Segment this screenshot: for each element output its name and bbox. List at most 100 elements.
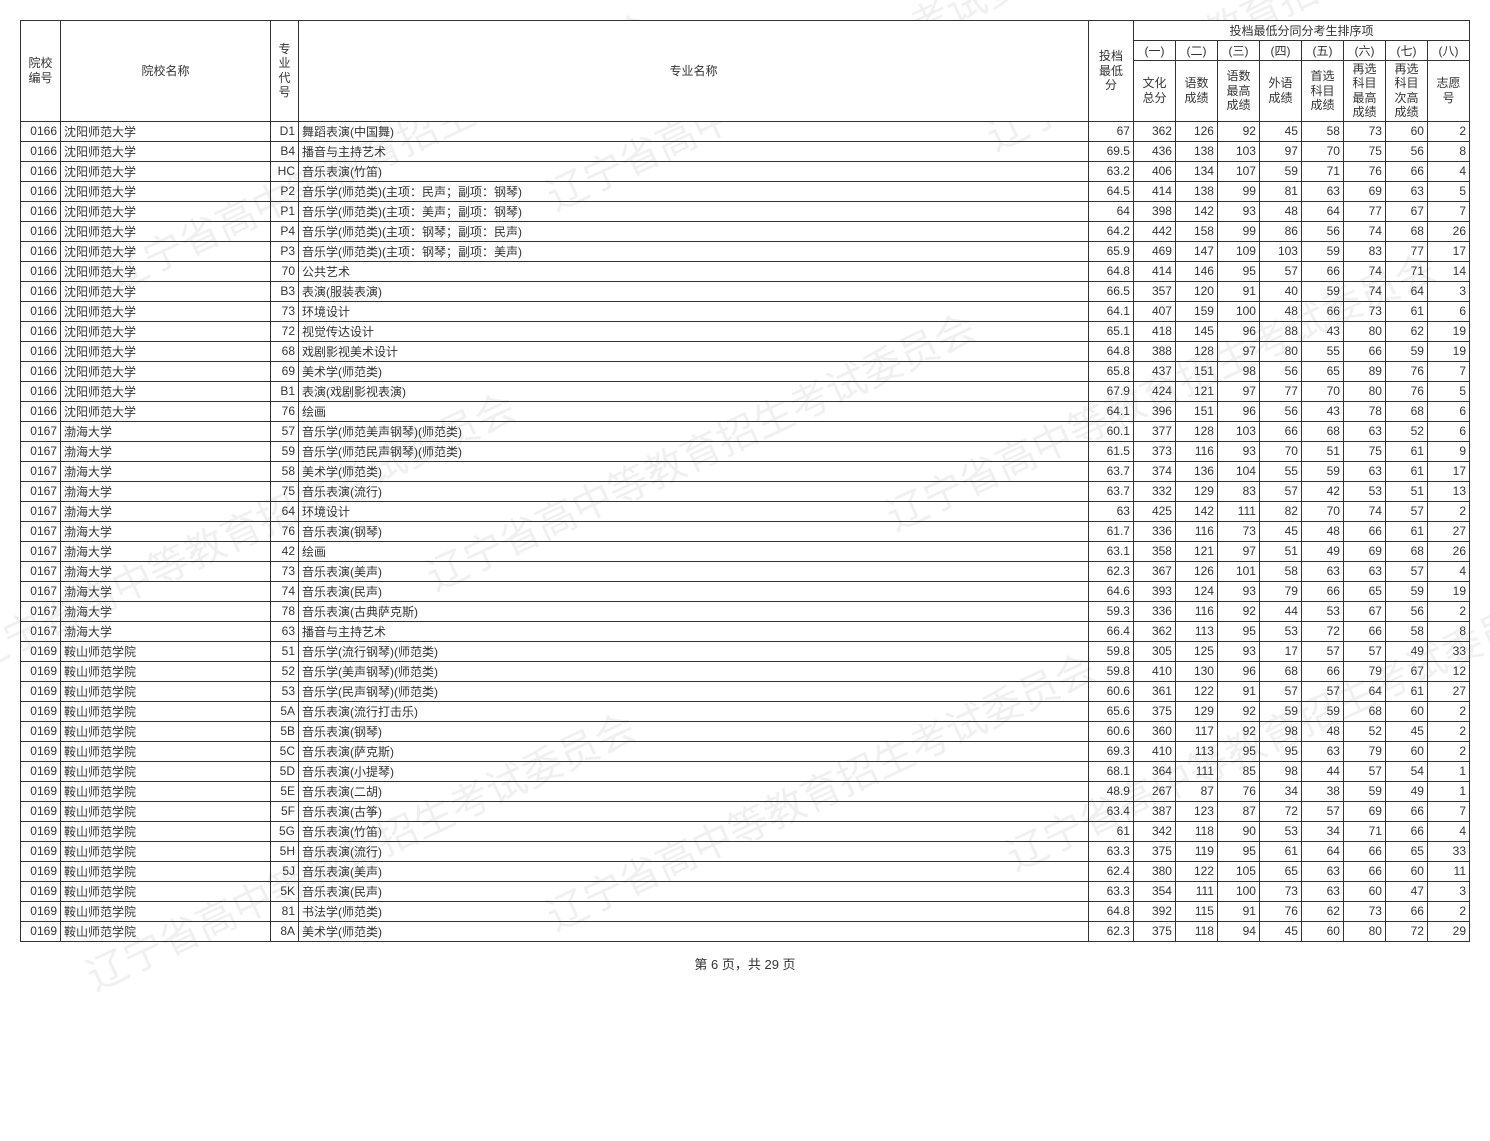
table-cell: 14	[1427, 261, 1469, 281]
table-cell: 0169	[21, 681, 61, 701]
table-cell: 88	[1259, 321, 1301, 341]
table-cell: 5C	[271, 741, 299, 761]
table-cell: 66	[1385, 801, 1427, 821]
table-cell: 51	[271, 641, 299, 661]
table-cell: 62.4	[1088, 861, 1133, 881]
table-cell: 111	[1175, 881, 1217, 901]
table-cell: 音乐表演(流行)	[299, 841, 1089, 861]
table-cell: 377	[1133, 421, 1175, 441]
table-row: 0169鞍山师范学院5B音乐表演(钢琴)60.63601179298485245…	[21, 721, 1470, 741]
table-cell: 0169	[21, 881, 61, 901]
table-cell: 0169	[21, 901, 61, 921]
page-container: 院校编号 院校名称 专业代号 专业名称 投档最低分 投档最低分同分考生排序项 (…	[20, 20, 1470, 973]
table-cell: 76	[271, 401, 299, 421]
table-cell: 音乐表演(二胡)	[299, 781, 1089, 801]
table-cell: 音乐学(美声钢琴)(师范类)	[299, 661, 1089, 681]
header-s2: 语数成绩	[1175, 61, 1217, 122]
table-cell: 渤海大学	[61, 501, 271, 521]
table-cell: 142	[1175, 501, 1217, 521]
table-cell: 96	[1217, 321, 1259, 341]
table-cell: 81	[271, 901, 299, 921]
table-cell: 音乐学(流行钢琴)(师范类)	[299, 641, 1089, 661]
table-cell: 58	[1259, 561, 1301, 581]
table-cell: 26	[1427, 221, 1469, 241]
table-cell: 66	[1385, 161, 1427, 181]
table-cell: P1	[271, 201, 299, 221]
table-cell: 63.3	[1088, 881, 1133, 901]
table-cell: 63.3	[1088, 841, 1133, 861]
table-cell: 66	[1343, 841, 1385, 861]
table-cell: 66	[1385, 901, 1427, 921]
table-cell: 76	[271, 521, 299, 541]
table-row: 0169鞍山师范学院5D音乐表演(小提琴)68.1364111859844575…	[21, 761, 1470, 781]
table-cell: 70	[1301, 381, 1343, 401]
table-cell: 126	[1175, 121, 1217, 141]
table-cell: 60.6	[1088, 721, 1133, 741]
table-cell: 音乐表演(钢琴)	[299, 521, 1089, 541]
table-cell: 59	[271, 441, 299, 461]
table-cell: 74	[271, 581, 299, 601]
table-cell: 鞍山师范学院	[61, 821, 271, 841]
table-cell: 渤海大学	[61, 581, 271, 601]
table-cell: 95	[1217, 621, 1259, 641]
table-cell: 4	[1427, 821, 1469, 841]
table-cell: 63.1	[1088, 541, 1133, 561]
table-cell: 99	[1217, 181, 1259, 201]
table-cell: 57	[1259, 681, 1301, 701]
table-cell: 19	[1427, 321, 1469, 341]
table-row: 0166沈阳师范大学73环境设计64.1407159100486673616	[21, 301, 1470, 321]
table-cell: 26	[1427, 541, 1469, 561]
table-row: 0167渤海大学59音乐学(师范民声钢琴)(师范类)61.53731169370…	[21, 441, 1470, 461]
table-cell: 116	[1175, 441, 1217, 461]
table-cell: 97	[1217, 541, 1259, 561]
table-cell: 0166	[21, 161, 61, 181]
table-cell: 0169	[21, 721, 61, 741]
table-cell: 53	[1301, 601, 1343, 621]
table-cell: 374	[1133, 461, 1175, 481]
table-cell: 96	[1217, 661, 1259, 681]
table-cell: 1	[1427, 761, 1469, 781]
header-major-code: 专业代号	[271, 21, 299, 122]
table-cell: 0166	[21, 121, 61, 141]
table-cell: 42	[1301, 481, 1343, 501]
table-cell: 67	[1385, 201, 1427, 221]
table-cell: 129	[1175, 481, 1217, 501]
table-cell: 63.7	[1088, 461, 1133, 481]
table-cell: 59	[1343, 781, 1385, 801]
table-cell: 45	[1385, 721, 1427, 741]
table-row: 0166沈阳师范大学P3音乐学(师范类)(主项：钢琴；副项：美声)65.9469…	[21, 241, 1470, 261]
header-s1: 文化总分	[1133, 61, 1175, 122]
table-cell: 66	[1301, 301, 1343, 321]
table-cell: 92	[1217, 701, 1259, 721]
table-cell: 沈阳师范大学	[61, 301, 271, 321]
table-cell: 61	[1385, 301, 1427, 321]
table-cell: 107	[1217, 161, 1259, 181]
table-cell: 85	[1217, 761, 1259, 781]
table-row: 0166沈阳师范大学B3表演(服装表演)66.53571209140597464…	[21, 281, 1470, 301]
table-cell: 117	[1175, 721, 1217, 741]
table-cell: 100	[1217, 301, 1259, 321]
table-row: 0169鞍山师范学院51音乐学(流行钢琴)(师范类)59.83051259317…	[21, 641, 1470, 661]
table-cell: 8	[1427, 141, 1469, 161]
table-cell: 83	[1343, 241, 1385, 261]
table-cell: 5E	[271, 781, 299, 801]
table-cell: 0167	[21, 621, 61, 641]
table-cell: 环境设计	[299, 501, 1089, 521]
table-cell: 音乐学(师范美声钢琴)(师范类)	[299, 421, 1089, 441]
table-cell: 53	[1343, 481, 1385, 501]
table-cell: 63	[1301, 881, 1343, 901]
table-cell: 65.9	[1088, 241, 1133, 261]
table-cell: 57	[1301, 681, 1343, 701]
table-cell: 358	[1133, 541, 1175, 561]
table-cell: 6	[1427, 301, 1469, 321]
table-cell: 387	[1133, 801, 1175, 821]
table-cell: 7	[1427, 361, 1469, 381]
page-footer: 第 6 页，共 29 页	[20, 954, 1470, 973]
table-cell: 67	[1088, 121, 1133, 141]
table-cell: 0166	[21, 301, 61, 321]
table-cell: 72	[271, 321, 299, 341]
table-cell: 128	[1175, 341, 1217, 361]
table-cell: 2	[1427, 501, 1469, 521]
table-cell: 52	[1343, 721, 1385, 741]
table-cell: 93	[1217, 441, 1259, 461]
